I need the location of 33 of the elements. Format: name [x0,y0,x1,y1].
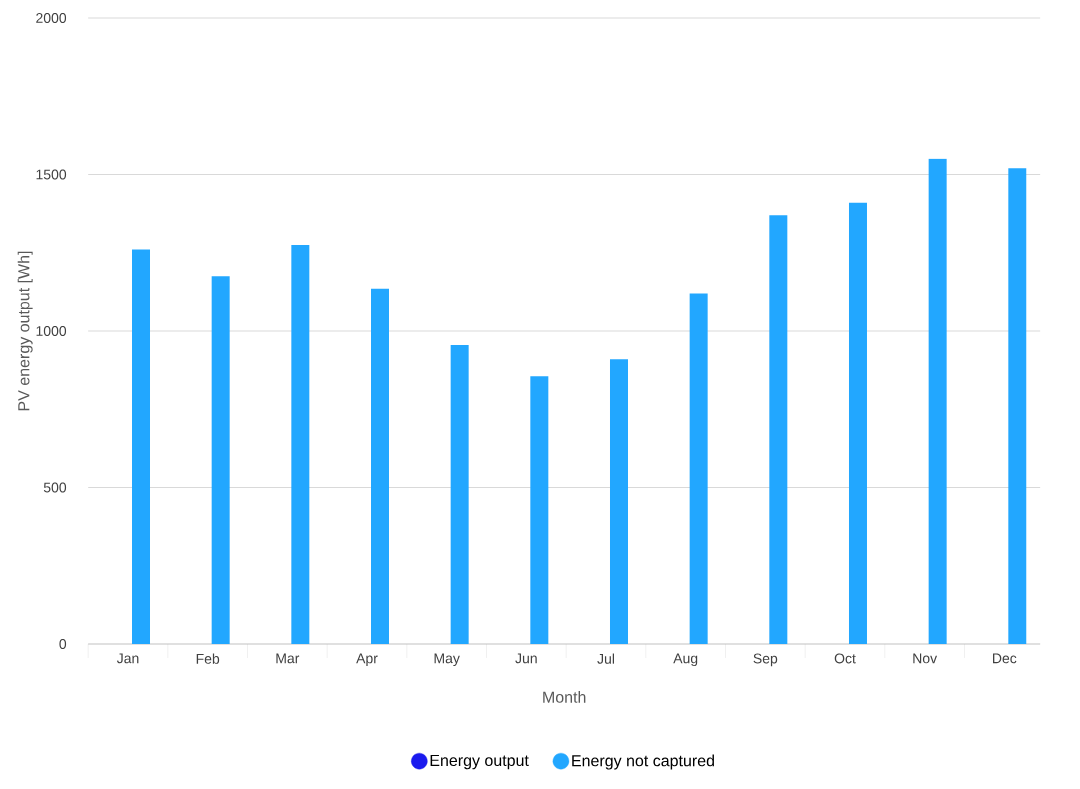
x-tick-label: Jun [515,653,537,664]
bar [689,293,708,644]
x-tick-label: Dec [993,653,1017,664]
legend-label: Energy output [430,754,529,770]
bar [450,345,469,644]
x-tick-label: Feb [196,653,220,664]
y-axis-title: PV energy output [Wh] [17,251,33,411]
bar [609,359,628,644]
x-tick-label: Oct [834,653,856,664]
y-tick-label: 0 [59,639,67,649]
y-tick-label: 1500 [36,169,67,180]
bar [132,249,151,644]
bar [530,376,549,644]
legend-label: Energy not captured [572,754,714,770]
x-tick-label: Mar [276,653,300,664]
x-tick-label: Aug [673,653,698,667]
x-tick-label: May [434,653,460,667]
y-tick-label: 1000 [36,326,67,336]
x-tick-label: Apr [356,653,378,667]
y-tick-label: 2000 [36,13,67,23]
bar [371,288,389,644]
bar [928,158,947,644]
x-tick-label: Jan [116,653,139,664]
x-tick-label: Sep [753,653,778,667]
x-tick-label: Nov [913,653,938,664]
bar [291,244,310,644]
bar [211,276,230,644]
x-tick-label: Jul [597,653,615,664]
y-tick-label: 500 [43,482,67,493]
x-axis-title: Month [543,691,586,703]
bar [848,202,867,644]
bar [1008,168,1027,644]
bar [769,215,788,644]
